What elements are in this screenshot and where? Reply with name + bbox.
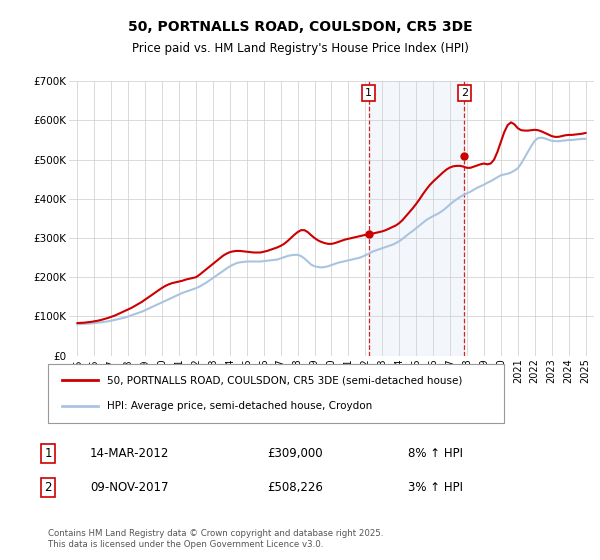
Text: 1: 1 — [365, 88, 372, 98]
Text: 3% ↑ HPI: 3% ↑ HPI — [408, 480, 463, 494]
Text: 50, PORTNALLS ROAD, COULSDON, CR5 3DE: 50, PORTNALLS ROAD, COULSDON, CR5 3DE — [128, 20, 472, 34]
Text: Contains HM Land Registry data © Crown copyright and database right 2025.
This d: Contains HM Land Registry data © Crown c… — [48, 529, 383, 549]
Text: 8% ↑ HPI: 8% ↑ HPI — [408, 447, 463, 460]
Text: 50, PORTNALLS ROAD, COULSDON, CR5 3DE (semi-detached house): 50, PORTNALLS ROAD, COULSDON, CR5 3DE (s… — [107, 375, 463, 385]
Text: 2: 2 — [461, 88, 468, 98]
Text: 09-NOV-2017: 09-NOV-2017 — [90, 480, 169, 494]
Text: 14-MAR-2012: 14-MAR-2012 — [90, 447, 169, 460]
Text: £508,226: £508,226 — [267, 480, 323, 494]
Text: 2: 2 — [44, 480, 52, 494]
Bar — [369, 81, 464, 356]
Text: HPI: Average price, semi-detached house, Croydon: HPI: Average price, semi-detached house,… — [107, 402, 373, 412]
Text: Price paid vs. HM Land Registry's House Price Index (HPI): Price paid vs. HM Land Registry's House … — [131, 42, 469, 55]
FancyBboxPatch shape — [48, 364, 504, 423]
Text: 1: 1 — [44, 447, 52, 460]
Text: £309,000: £309,000 — [267, 447, 323, 460]
